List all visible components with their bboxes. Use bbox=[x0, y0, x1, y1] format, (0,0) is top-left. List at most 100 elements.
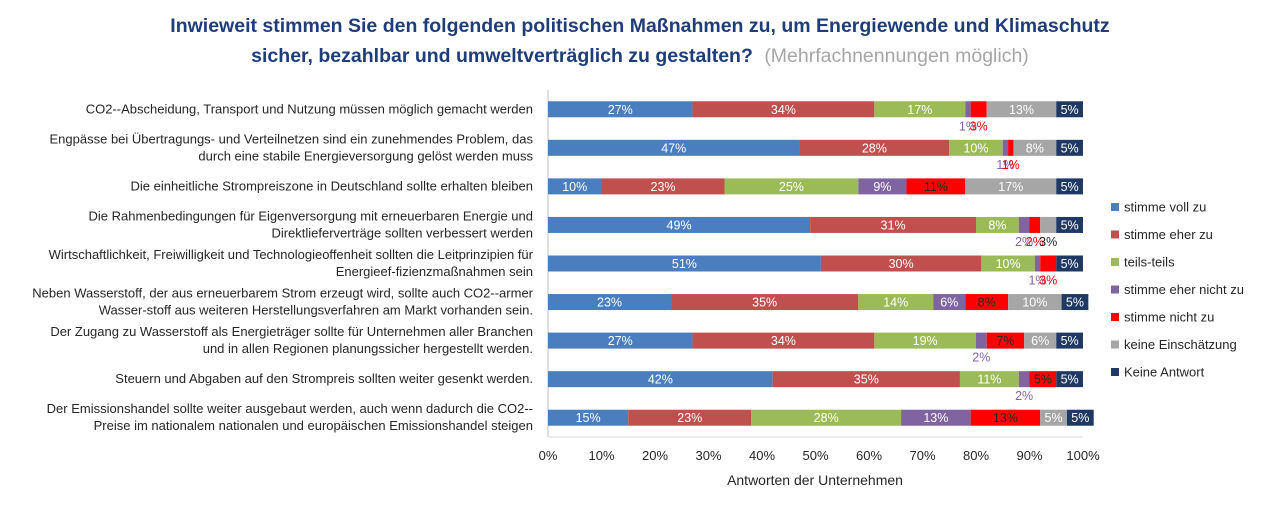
bar-segment bbox=[959, 371, 1019, 388]
data-label: 6% bbox=[1031, 334, 1049, 348]
data-label: 11% bbox=[977, 373, 1001, 387]
chart-title-line2-main: sicher, bezahlbar und umweltverträglich … bbox=[251, 45, 753, 67]
bar-segment bbox=[548, 216, 811, 233]
legend-label: Keine Antwort bbox=[1124, 365, 1205, 380]
data-label: 8% bbox=[978, 296, 996, 310]
data-label: 13% bbox=[993, 411, 1018, 425]
data-label: 1% bbox=[959, 119, 977, 133]
data-label: 34% bbox=[771, 334, 796, 348]
bar-segment bbox=[548, 178, 602, 195]
bar-segment bbox=[1002, 139, 1009, 156]
chart-title-line1: Inwieweit stimmen Sie den folgenden poli… bbox=[170, 15, 1110, 37]
data-label: 10% bbox=[996, 257, 1021, 271]
data-label: 28% bbox=[862, 141, 887, 155]
bar-segment bbox=[671, 294, 859, 311]
bar-segment bbox=[1056, 332, 1083, 349]
legend-label: stimme voll zu bbox=[1124, 200, 1206, 215]
data-label: 51% bbox=[672, 257, 697, 271]
bar-segment bbox=[1008, 294, 1062, 311]
x-axis-title: Antworten der Unternehmen bbox=[727, 472, 903, 488]
bar-segment bbox=[1013, 139, 1057, 156]
bar-segment bbox=[601, 178, 725, 195]
data-label: 1% bbox=[1028, 274, 1046, 288]
bar-segment bbox=[1029, 371, 1057, 388]
data-label: 5% bbox=[1061, 141, 1079, 155]
data-label: 1% bbox=[1002, 158, 1020, 172]
data-label: 10% bbox=[1022, 296, 1047, 310]
data-label: 35% bbox=[752, 296, 777, 310]
data-label: 17% bbox=[998, 180, 1023, 194]
bar-segment bbox=[981, 255, 1035, 272]
bar-segment bbox=[772, 371, 960, 388]
data-label: 31% bbox=[881, 218, 906, 232]
x-tick-label: 70% bbox=[909, 448, 935, 463]
category-label: Der Zugang zu Wasserstoff als Energieträ… bbox=[50, 324, 533, 339]
data-label: 6% bbox=[940, 296, 958, 310]
data-label: 5% bbox=[1061, 257, 1079, 271]
data-label: 27% bbox=[608, 334, 633, 348]
category-label: Der Emissionshandel sollte weiter ausgeb… bbox=[47, 401, 533, 416]
chart-title-line2: sicher, bezahlbar und umweltverträglich … bbox=[251, 45, 1029, 67]
bar-segment bbox=[858, 178, 907, 195]
data-label: 13% bbox=[1009, 103, 1034, 117]
data-label: 5% bbox=[1045, 411, 1063, 425]
bar-segment bbox=[1034, 255, 1041, 272]
data-label: 5% bbox=[1061, 180, 1079, 194]
chart-title-note: (Mehrfachnennungen möglich) bbox=[764, 45, 1029, 67]
legend-label: stimme nicht zu bbox=[1124, 310, 1214, 325]
bar-segment bbox=[1024, 332, 1057, 349]
category-label: Engpässe bei Übertragungs- und Verteilne… bbox=[50, 131, 534, 146]
data-label: 1% bbox=[996, 158, 1014, 172]
bar-segment bbox=[799, 139, 950, 156]
legend-label: teils-teils bbox=[1124, 255, 1175, 270]
category-label: Energieef-fizienzmaßnahmen sein bbox=[336, 264, 533, 279]
data-label: 10% bbox=[963, 141, 988, 155]
data-label: 47% bbox=[661, 141, 686, 155]
bar-segment bbox=[1056, 255, 1083, 272]
bar-segment bbox=[692, 101, 875, 118]
bar-segment bbox=[1066, 409, 1094, 426]
bar-segment bbox=[976, 216, 1019, 233]
x-tick-label: 10% bbox=[588, 448, 614, 463]
bar-segment bbox=[1061, 294, 1089, 311]
plot-area: 0% 10% 20% 30% 40% 50% 60% 70% 80% 90% 100% CO2--Ab… bbox=[32, 90, 1244, 463]
data-label: 23% bbox=[597, 296, 622, 310]
bar-segment bbox=[965, 101, 971, 118]
x-tick-label: 30% bbox=[695, 448, 721, 463]
data-label: 2% bbox=[972, 351, 990, 365]
bar-segment bbox=[1008, 139, 1014, 156]
x-tick-label: 90% bbox=[1016, 448, 1042, 463]
data-label: 23% bbox=[677, 411, 702, 425]
data-label: 15% bbox=[576, 411, 601, 425]
data-label: 27% bbox=[608, 103, 633, 117]
bar-segment bbox=[692, 332, 875, 349]
legend-swatch bbox=[1111, 258, 1119, 266]
category-label: und in allen Regionen planungssicher her… bbox=[203, 341, 533, 356]
bar-segment bbox=[810, 216, 976, 233]
bar-segment bbox=[1056, 178, 1083, 195]
x-tick-label: 100% bbox=[1066, 448, 1100, 463]
bar-segment bbox=[548, 294, 672, 311]
legend-label: stimme eher zu bbox=[1124, 227, 1213, 242]
bar-segment bbox=[949, 139, 1003, 156]
data-label: 10% bbox=[562, 180, 587, 194]
legend-swatch bbox=[1111, 313, 1119, 321]
bar-segment bbox=[874, 332, 976, 349]
legend-swatch bbox=[1111, 340, 1119, 349]
bar-segment bbox=[628, 409, 752, 426]
bar-segment bbox=[976, 332, 987, 349]
bar-segment bbox=[1056, 371, 1083, 388]
bar-segment bbox=[986, 332, 1025, 349]
bar-segment bbox=[906, 178, 966, 195]
legend-swatch bbox=[1111, 285, 1119, 294]
category-label: Preise im nationalem nationalen und euro… bbox=[94, 418, 533, 433]
bar-segment bbox=[901, 409, 971, 426]
bar-segment bbox=[1056, 101, 1083, 118]
category-label: Die Rahmenbedingungen für Eigenversorgun… bbox=[89, 208, 533, 223]
data-label: 42% bbox=[648, 373, 673, 387]
category-label: Wirtschaftlichkeit, Freiwilligkeit und T… bbox=[49, 247, 534, 262]
legend-label: keine Einschätzung bbox=[1124, 337, 1237, 352]
data-label: 35% bbox=[854, 373, 879, 387]
